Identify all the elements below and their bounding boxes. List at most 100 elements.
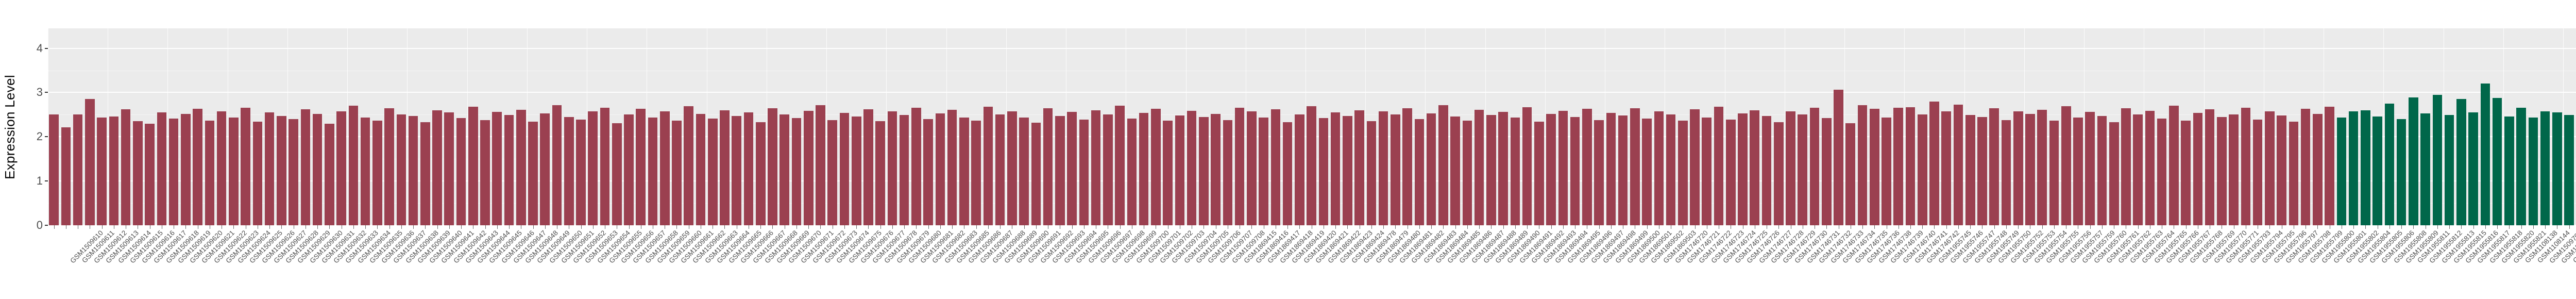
bar — [1247, 111, 1257, 225]
bar — [707, 119, 718, 225]
bar — [1738, 113, 1748, 225]
bar — [2372, 116, 2382, 225]
bar — [2480, 84, 2490, 225]
x-axis-tick-mark — [844, 225, 845, 229]
x-axis-tick-mark — [2485, 225, 2486, 229]
bar — [2504, 116, 2514, 225]
bar — [1606, 112, 1616, 225]
bar — [2121, 108, 2131, 225]
bar — [1474, 109, 1484, 225]
bar — [1318, 118, 1329, 225]
bar — [768, 108, 777, 225]
bar — [1462, 120, 1472, 225]
x-axis-tick-mark — [1443, 225, 1444, 229]
bar — [2361, 110, 2370, 225]
x-axis-tick-mark — [1419, 225, 1420, 229]
bar — [1558, 110, 1568, 225]
bar — [384, 108, 394, 225]
bar — [1522, 107, 1532, 225]
gridline-vertical — [2503, 28, 2504, 225]
bar — [1953, 104, 1963, 225]
bar — [648, 117, 658, 225]
bar — [2516, 107, 2526, 225]
x-axis-tick-mark — [1874, 225, 1875, 229]
bar — [816, 105, 825, 225]
x-axis-tick-mark — [1694, 225, 1696, 229]
y-axis-tick-mark — [45, 136, 48, 138]
bar — [1199, 117, 1209, 225]
bar — [2396, 119, 2406, 225]
x-axis-tick-mark — [2497, 225, 2498, 229]
bar — [1486, 115, 1496, 225]
plot-panel — [48, 28, 2576, 225]
gridline-vertical — [467, 28, 468, 225]
gridline-major — [48, 92, 2576, 93]
gridline-vertical — [1964, 28, 1965, 225]
bar — [540, 113, 550, 225]
x-axis-tick-mark — [2269, 225, 2270, 229]
bar — [264, 112, 275, 225]
bar — [1223, 120, 1233, 225]
bar — [2289, 122, 2299, 225]
x-axis-tick-mark — [437, 225, 438, 229]
x-axis-tick-mark — [1000, 225, 1001, 229]
bar — [372, 121, 382, 225]
x-axis-tick-mark — [413, 225, 414, 229]
bar — [1234, 107, 1245, 225]
x-axis-tick-mark — [1599, 225, 1600, 229]
x-axis-tick-mark — [796, 225, 797, 229]
bar — [1426, 113, 1436, 225]
bar — [2492, 97, 2502, 225]
bar — [684, 106, 694, 225]
x-axis-tick-mark — [317, 225, 318, 229]
bar — [1725, 119, 1736, 225]
x-axis-tick-mark — [101, 225, 103, 229]
x-axis-tick-mark — [54, 225, 55, 229]
x-axis-tick-mark — [1778, 225, 1780, 229]
bar — [1786, 111, 1795, 225]
x-axis-tick-mark — [1862, 225, 1863, 229]
x-axis-tick-mark — [940, 225, 941, 229]
x-axis-tick-mark — [2138, 225, 2139, 229]
bar — [480, 120, 490, 225]
x-axis-tick-mark — [1072, 225, 1073, 229]
bar — [2265, 111, 2275, 225]
x-axis-tick-mark — [1287, 225, 1289, 229]
x-axis-tick-mark — [533, 225, 534, 229]
bar — [145, 123, 155, 225]
bar — [181, 113, 191, 225]
x-axis-tick-mark — [389, 225, 390, 229]
x-axis-tick-mark — [1515, 225, 1516, 229]
bar — [1654, 111, 1664, 225]
bar — [1882, 117, 1891, 225]
x-axis-tick-mark — [676, 225, 677, 229]
bar — [168, 119, 179, 225]
bar — [995, 114, 1005, 225]
x-axis-tick-mark — [485, 225, 486, 229]
x-axis-tick-mark — [1910, 225, 1911, 229]
bar — [1714, 106, 1724, 225]
x-axis-tick-mark — [1826, 225, 1827, 229]
bar — [1893, 107, 1904, 225]
bar — [2025, 113, 2035, 225]
gridline-vertical — [1365, 28, 1366, 225]
bar — [2277, 115, 2286, 225]
bar — [516, 109, 526, 225]
x-axis-tick-mark — [952, 225, 953, 229]
bar — [2456, 99, 2466, 225]
bar — [2384, 103, 2395, 225]
bar — [624, 114, 634, 225]
bar — [2109, 122, 2119, 225]
bar — [2528, 117, 2538, 225]
bar — [923, 119, 933, 225]
bar — [779, 114, 790, 225]
gridline-vertical — [1904, 28, 1905, 225]
bar — [1391, 114, 1400, 225]
x-axis-tick-mark — [2054, 225, 2055, 229]
bar — [1989, 108, 1999, 225]
bar — [2145, 110, 2155, 225]
bar — [97, 117, 107, 225]
bar — [2193, 112, 2203, 225]
bar — [1175, 115, 1185, 225]
bar — [1103, 114, 1113, 225]
